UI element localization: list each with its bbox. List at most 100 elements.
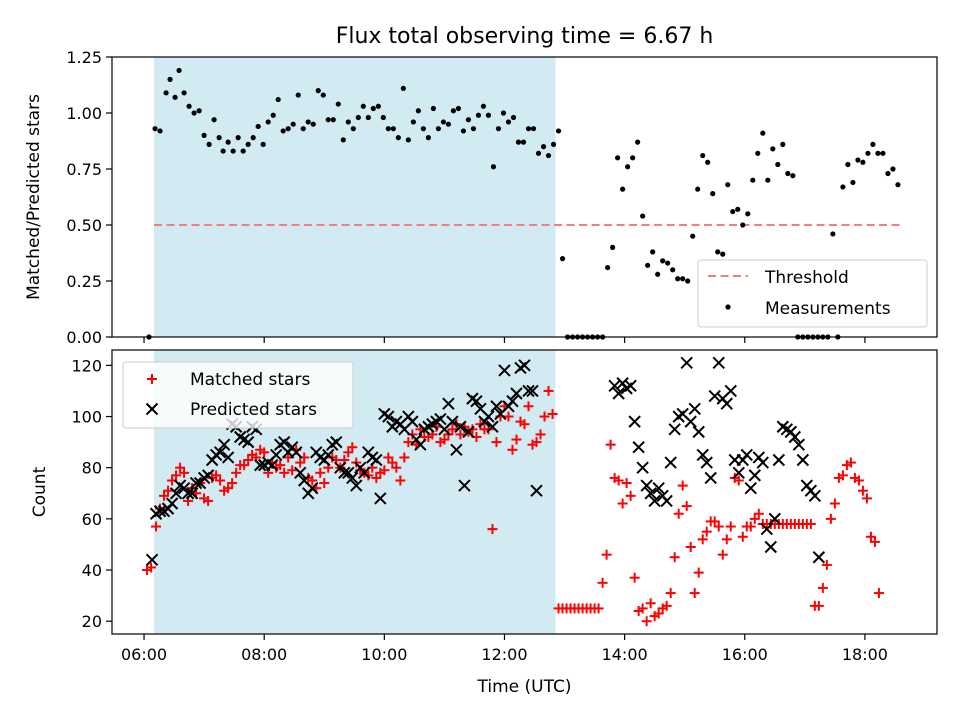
cross-stroke-b: [688, 402, 701, 416]
predicted-star-point: [462, 425, 475, 439]
measurement-point: [196, 108, 202, 114]
predicted-star-point: [704, 471, 717, 485]
cross-stroke-b: [644, 487, 657, 500]
matched-star-point: [403, 437, 414, 448]
measurement-point: [176, 67, 182, 74]
observing-window-shade: [154, 57, 556, 337]
measurement-point: [220, 148, 226, 154]
cross-stroke-b: [510, 387, 523, 400]
cross-stroke-b: [462, 425, 475, 439]
predicted-star-point: [608, 379, 621, 393]
predicted-star-point: [768, 512, 782, 526]
predicted-star-point: [294, 466, 307, 480]
cross-stroke-b: [294, 466, 307, 480]
measurement-point: [650, 249, 656, 255]
matched-star-point: [319, 478, 330, 489]
legend-x-marker: [145, 402, 159, 416]
predicted-star-point: [792, 438, 806, 451]
predicted-star-point: [812, 551, 826, 564]
predicted-star-point: [265, 458, 279, 472]
top-y-ticks: 0.00 0.25 0.50 0.75 1.00 1.25: [66, 48, 112, 347]
measurement-point: [740, 222, 746, 228]
cross-stroke-b: [466, 392, 479, 405]
measurement-point: [240, 148, 246, 154]
measurement-point: [660, 258, 666, 264]
matched-star-point: [661, 600, 672, 611]
cross-stroke-b: [680, 356, 693, 369]
predicted-star-point: [652, 481, 665, 495]
measurement-point: [163, 90, 169, 96]
measurement-point: [545, 152, 552, 159]
measurement-point: [152, 126, 158, 132]
measurement-point: [385, 126, 391, 132]
predicted-star-point: [696, 448, 709, 462]
predicted-star-point: [648, 494, 661, 508]
predicted-star-point: [680, 356, 693, 369]
cross-stroke-b: [269, 448, 283, 462]
cross-stroke-b: [330, 435, 343, 449]
matched-star-point: [287, 465, 298, 476]
predicted-star-point: [241, 435, 255, 449]
measurement-point: [375, 103, 381, 109]
cross-stroke-b: [796, 453, 810, 467]
cross-stroke-b: [660, 494, 673, 508]
measurement-point: [860, 159, 866, 165]
cross-stroke-b: [450, 443, 463, 456]
measurement-point: [380, 114, 386, 121]
measurement-point: [245, 141, 251, 147]
predicted-star-point: [636, 461, 649, 474]
measurement-point: [665, 260, 671, 266]
cross-stroke-b: [652, 481, 665, 495]
predicted-star-point: [374, 492, 387, 505]
matched-star-point: [857, 485, 868, 496]
cross-stroke-b: [346, 471, 359, 485]
measurement-point: [885, 170, 891, 177]
predicted-star-point: [760, 522, 774, 536]
measurement-point: [340, 137, 346, 143]
matched-star-point: [347, 442, 358, 453]
matched-star-point: [535, 429, 546, 440]
predicted-star-point: [454, 420, 467, 433]
x-tick-label: 06:00: [121, 645, 167, 664]
measurement-point: [640, 213, 646, 219]
predicted-star-point: [732, 466, 745, 480]
measurement-point: [875, 150, 881, 156]
matched-star-point: [279, 467, 290, 478]
measurement-point: [895, 182, 901, 188]
matched-star-point: [617, 498, 628, 509]
matched-star-point: [625, 490, 636, 501]
measurement-point: [515, 139, 522, 145]
measurement-point: [300, 126, 306, 132]
predicted-star-point: [322, 448, 335, 462]
measurement-point: [559, 256, 566, 262]
cross-stroke-b: [486, 420, 499, 433]
predicted-star-point: [446, 415, 459, 428]
predicted-star-point: [530, 484, 543, 497]
matched-star-point: [343, 447, 354, 458]
measurement-point: [610, 244, 616, 250]
matched-star-point: [487, 524, 498, 535]
predicted-star-point: [788, 430, 802, 444]
x-tick-label: 16:00: [722, 645, 768, 664]
measurement-point: [475, 112, 482, 118]
predicted-star-point: [744, 481, 757, 495]
measurement-point: [505, 119, 512, 125]
measurement-point: [510, 114, 517, 121]
matched-star-point: [637, 603, 648, 614]
measurement-point: [780, 141, 786, 147]
measurement-point: [310, 121, 316, 127]
measurement-point: [690, 233, 696, 239]
legend-predicted-label: Predicted stars: [190, 400, 317, 420]
measurement-point: [470, 126, 477, 132]
predicted-star-point: [684, 415, 697, 428]
cross-stroke-b: [498, 364, 511, 377]
measurement-point: [395, 135, 401, 141]
cross-stroke-b: [704, 471, 717, 485]
y-tick-label: 100: [71, 408, 102, 427]
measurement-point: [201, 132, 207, 138]
matched-star-point: [455, 429, 466, 440]
measurement-point: [186, 103, 192, 109]
predicted-star-point: [346, 471, 359, 485]
matched-star-point: [825, 513, 836, 524]
cross-stroke-b: [768, 512, 782, 526]
